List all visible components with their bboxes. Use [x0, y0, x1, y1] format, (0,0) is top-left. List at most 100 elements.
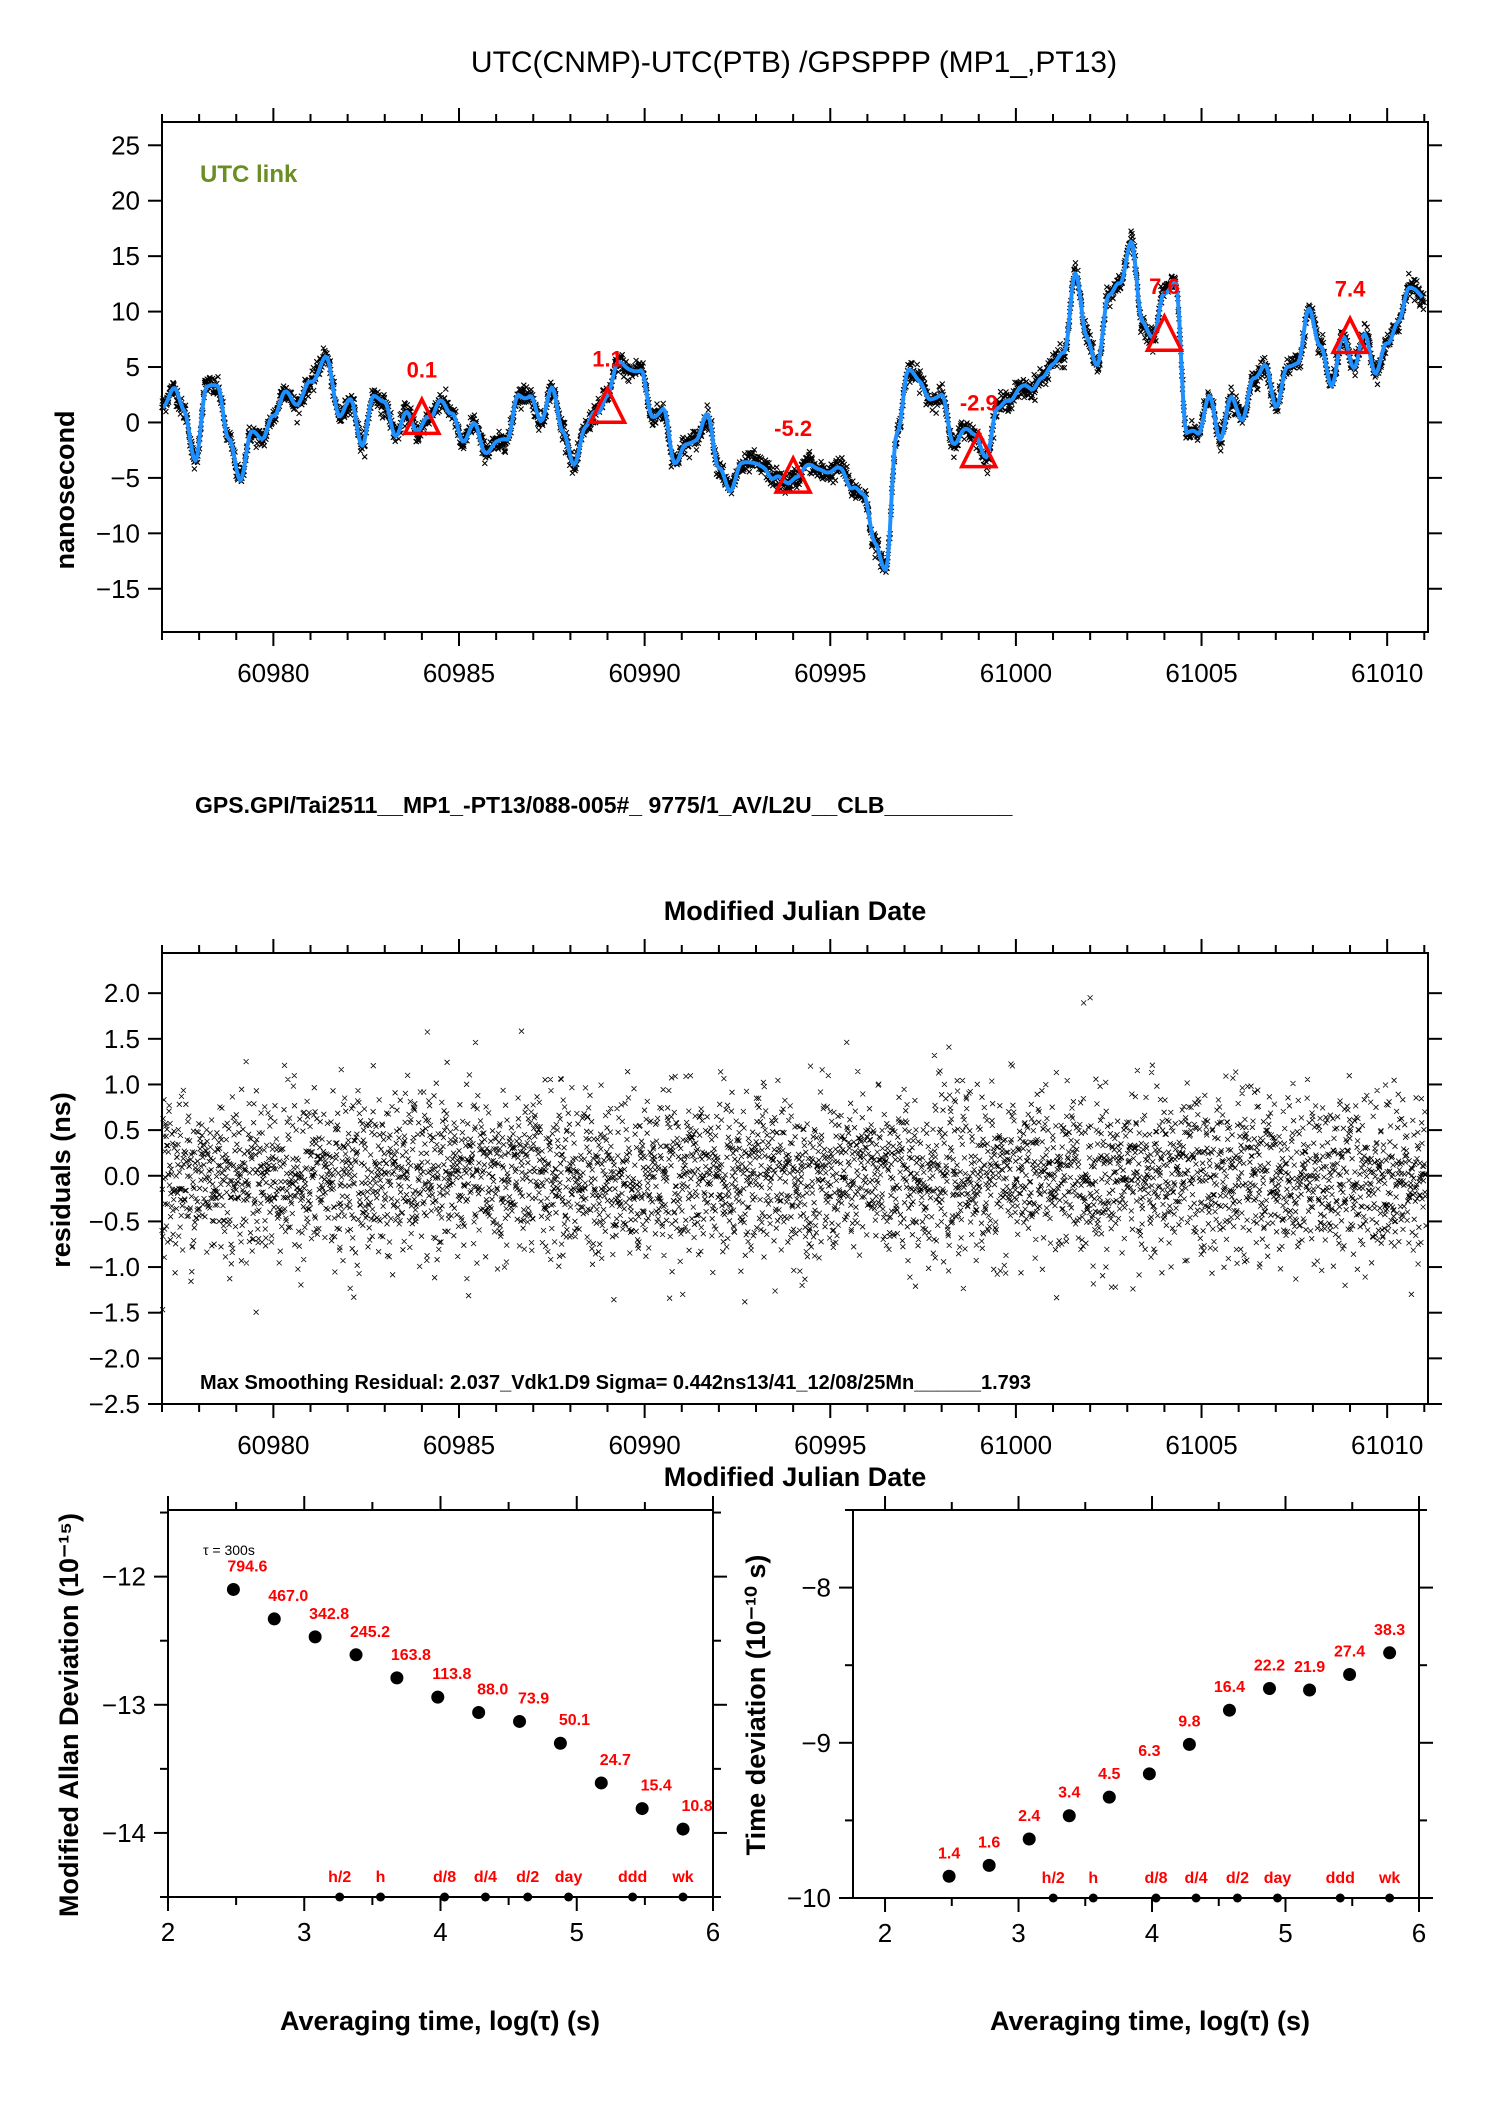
deviation-point	[1142, 1767, 1156, 1781]
calibration-marker-label: -2.9	[960, 391, 998, 416]
calibration-marker-label: 0.1	[407, 357, 438, 382]
y-tick-label: −1.0	[89, 1252, 140, 1282]
x-tick-label: 2	[878, 1918, 892, 1948]
time-marker-label: h/2	[328, 1869, 351, 1886]
timeseries-footer: GPS.GPI/Tai2511__MP1_-PT13/088-005#_ 977…	[195, 792, 1013, 818]
y-tick-label: −1.5	[89, 1298, 140, 1328]
time-marker-label: d/2	[1226, 1870, 1249, 1887]
deviation-point	[676, 1822, 690, 1836]
y-tick-label: 10	[111, 297, 140, 327]
y-tick-label: −5	[110, 463, 140, 493]
time-marker-dot	[480, 1892, 490, 1902]
calibration-marker-triangle	[1330, 314, 1370, 355]
deviation-point	[1303, 1683, 1317, 1697]
y-tick-label: −15	[96, 574, 140, 604]
y-tick-label: 2.0	[104, 978, 140, 1008]
deviation-point-label: 1.4	[938, 1845, 960, 1862]
time-marker-label: wk	[671, 1869, 693, 1886]
deviation-point-label: 88.0	[477, 1681, 508, 1698]
y-tick-label: 0	[126, 407, 140, 437]
deviation-point-label: 15.4	[641, 1778, 672, 1795]
time-marker-label: d/8	[433, 1869, 456, 1886]
x-tick-label: 60990	[608, 1430, 680, 1460]
tdev-ylabel: Time deviation (10⁻¹⁰ s)	[741, 1555, 771, 1856]
y-tick-label: −14	[102, 1818, 146, 1848]
x-tick-label: 60985	[423, 658, 495, 688]
time-marker-dot	[1385, 1893, 1395, 1903]
x-tick-label: 2	[161, 1917, 175, 1947]
deviation-point	[1102, 1790, 1116, 1804]
residuals-footer: Max Smoothing Residual: 2.037_Vdk1.D9 Si…	[200, 1372, 1031, 1394]
time-marker-label: h	[376, 1869, 386, 1886]
calibration-marker-label: 7.6	[1149, 274, 1180, 299]
deviation-point-label: 342.8	[309, 1606, 349, 1623]
time-marker-dot	[1273, 1893, 1282, 1903]
calibration-marker-label: 1.1	[592, 346, 623, 371]
x-tick-label: 60990	[608, 658, 680, 688]
time-marker-dot	[1088, 1893, 1098, 1903]
deviation-point-label: 1.6	[978, 1834, 1000, 1851]
x-tick-label: 3	[297, 1917, 311, 1947]
timeseries-xlabel: Modified Julian Date	[664, 896, 927, 926]
deviation-point	[982, 1858, 996, 1872]
time-marker-label: d/2	[516, 1869, 539, 1886]
residual-points	[159, 994, 1429, 1315]
time-marker-dot	[1151, 1893, 1161, 1903]
x-tick-label: 5	[1278, 1918, 1292, 1948]
y-tick-label: 0.0	[104, 1161, 140, 1191]
time-marker-label: d/4	[474, 1869, 497, 1886]
x-tick-label: 60995	[794, 1430, 866, 1460]
residuals-data	[159, 994, 1429, 1315]
deviation-point	[349, 1648, 363, 1662]
y-tick-label: 0.5	[104, 1115, 140, 1145]
deviation-point-label: 467.0	[268, 1588, 308, 1605]
time-marker-dot	[628, 1892, 638, 1902]
x-tick-label: 60995	[794, 658, 866, 688]
mdev-ylabel: Modified Allan Deviation (10⁻¹⁵)	[54, 1513, 84, 1917]
deviation-point-label: 9.8	[1178, 1713, 1200, 1730]
calibration-marker-triangle	[958, 428, 999, 469]
tdev-plot-frame	[852, 1509, 1420, 1899]
time-marker-label: d/4	[1185, 1870, 1208, 1887]
calibration-marker-label: 7.4	[1335, 276, 1366, 301]
deviation-point	[1343, 1668, 1357, 1682]
deviation-point-label: 24.7	[600, 1752, 631, 1769]
y-tick-label: −10	[787, 1883, 831, 1913]
time-marker-label: day	[1264, 1870, 1292, 1887]
calibration-marker-triangle	[402, 395, 442, 436]
residuals-axes: 60980 60985 60990 60995 61000 61005 61010 −2.5 −…	[89, 939, 1442, 1460]
deviation-point-label: 22.2	[1254, 1657, 1285, 1674]
time-marker-dot	[564, 1892, 574, 1902]
y-tick-label: 1.5	[104, 1024, 140, 1054]
x-tick-label: 61010	[1351, 1430, 1423, 1460]
timeseries-data: 0.1 1.1 -5.2 -2.9 7.6 7.4	[159, 228, 1428, 575]
y-tick-label: −0.5	[89, 1206, 140, 1236]
timeseries-plot-frame	[161, 121, 1429, 633]
time-marker-dot	[1191, 1893, 1201, 1903]
y-tick-label: −13	[102, 1690, 146, 1720]
deviation-point	[1022, 1832, 1036, 1846]
time-marker-label: h/2	[1042, 1870, 1065, 1887]
y-tick-label: 5	[126, 352, 140, 382]
x-tick-label: 4	[1145, 1918, 1159, 1948]
deviation-point-label: 2.4	[1018, 1808, 1040, 1825]
mdev-xlabel: Averaging time, log(τ) (s)	[280, 2006, 600, 2036]
time-marker-label: h	[1088, 1870, 1098, 1887]
x-tick-label: 61005	[1165, 658, 1237, 688]
calibration-marker-label: -5.2	[774, 416, 812, 441]
deviation-point	[267, 1612, 281, 1626]
tdev-axes: 2 3 4 5 6 −10 −9 −8	[787, 1496, 1433, 1948]
deviation-point	[513, 1714, 527, 1728]
x-tick-label: 3	[1011, 1918, 1025, 1948]
deviation-point	[472, 1705, 486, 1719]
time-marker-dot	[1335, 1893, 1345, 1903]
x-tick-label: 4	[433, 1917, 447, 1947]
timeseries-panel: 0.1 1.1 -5.2 -2.9 7.6 7.4 60980 60985 60990 6099…	[50, 108, 1442, 926]
smoothed-series-line	[161, 239, 1424, 572]
x-tick-label: 60985	[423, 1430, 495, 1460]
calibration-marker-triangle	[587, 384, 628, 425]
y-tick-label: 25	[111, 130, 140, 160]
deviation-point	[431, 1690, 445, 1704]
x-tick-label: 61000	[980, 1430, 1052, 1460]
